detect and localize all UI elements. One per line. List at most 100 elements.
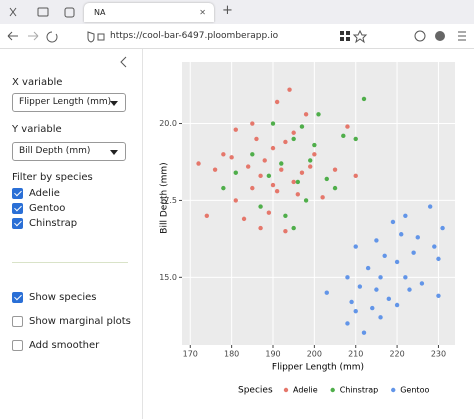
point [345, 124, 350, 129]
point [312, 142, 317, 148]
tab-bar: NA ✕ + [0, 0, 474, 24]
sidebar: X variable Flipper Length (mm) Y variabl… [0, 49, 143, 419]
checkbox-label: Chinstrap [29, 218, 78, 229]
point [332, 167, 338, 172]
legend-label: Chinstrap [340, 386, 379, 395]
checkbox-row[interactable]: Add smoother [12, 340, 131, 351]
point [233, 127, 238, 132]
point [353, 173, 358, 179]
x-tick-label: 220 [389, 350, 404, 359]
point [353, 308, 358, 314]
checkbox-label: Add smoother [29, 340, 100, 351]
x-axis-label: Flipper Length (mm) [272, 363, 364, 373]
checkbox[interactable] [12, 218, 23, 229]
point [258, 204, 263, 209]
point [270, 121, 276, 126]
point [250, 152, 255, 157]
y-variable-select[interactable]: Bill Depth (mm) [12, 142, 126, 161]
checkbox-row[interactable]: Gentoo [12, 203, 77, 214]
url[interactable]: https://cool-bar-6497.ploomberapp.io [110, 31, 279, 41]
point [361, 96, 367, 102]
checkbox[interactable] [12, 316, 23, 327]
checkbox[interactable] [12, 292, 23, 303]
point [291, 136, 296, 142]
x-tick-label: 230 [431, 350, 446, 359]
checkbox[interactable] [12, 188, 23, 199]
point [233, 198, 238, 203]
tab-title: NA [94, 8, 106, 17]
y-axis-label: Bill Depth (mm) [160, 162, 170, 233]
x-tick-label: 190 [265, 350, 280, 359]
point [250, 121, 255, 126]
point [316, 112, 321, 117]
point [221, 185, 226, 191]
point [341, 133, 346, 139]
point [274, 188, 280, 194]
point [374, 287, 379, 292]
point [291, 179, 296, 185]
point [204, 213, 210, 219]
point [419, 281, 425, 286]
x-tick-label: 200 [307, 350, 322, 359]
y-variable-label: Y variable [12, 124, 62, 135]
point [374, 238, 379, 243]
point [378, 315, 383, 320]
point [283, 228, 288, 234]
point [279, 167, 284, 172]
window-icons [9, 7, 75, 18]
species-filter: Adelie Gentoo Chinstrap [12, 188, 77, 233]
collapse-icon[interactable] [118, 55, 130, 69]
new-tab[interactable]: + [222, 3, 233, 18]
point [361, 330, 367, 335]
checkbox-label: Adelie [29, 188, 60, 199]
legend-label: Adelie [293, 386, 318, 395]
x-tick-label: 170 [183, 350, 198, 359]
checkbox-label: Show marginal plots [29, 316, 131, 327]
point [312, 152, 317, 157]
point [386, 296, 392, 302]
checkbox-row[interactable]: Adelie [12, 188, 77, 199]
point [345, 275, 350, 280]
point [399, 232, 404, 237]
point [432, 244, 437, 249]
browser-tab[interactable]: NA ✕ [84, 3, 214, 22]
point [258, 173, 263, 179]
legend-marker [391, 387, 396, 393]
point [357, 284, 363, 289]
checkbox[interactable] [12, 203, 23, 214]
checkbox-row[interactable]: Show marginal plots [12, 316, 131, 327]
point [436, 256, 441, 262]
point [394, 259, 400, 265]
point [324, 176, 329, 182]
legend-marker [283, 387, 289, 393]
point [291, 225, 296, 231]
point [262, 158, 267, 163]
point [427, 204, 433, 209]
point [394, 302, 400, 308]
x-variable-select[interactable]: Flipper Length (mm) [12, 93, 126, 112]
point [349, 299, 354, 305]
point [390, 219, 396, 225]
point [221, 152, 226, 157]
point [303, 198, 309, 203]
plot-panel [182, 62, 455, 345]
point [233, 170, 238, 175]
point [353, 136, 358, 142]
point [382, 253, 387, 258]
checkbox[interactable] [12, 340, 23, 351]
point [283, 213, 288, 219]
y-tick-label: 15.0 [159, 273, 177, 282]
checkbox-label: Show species [29, 292, 97, 303]
legend-marker [330, 387, 335, 393]
point [274, 99, 280, 105]
legend-label: Gentoo [400, 386, 429, 395]
url-bar: https://cool-bar-6497.ploomberapp.io [0, 24, 474, 49]
point [303, 112, 309, 117]
checkbox-row[interactable]: Chinstrap [12, 218, 77, 229]
point [440, 225, 445, 231]
point [320, 195, 325, 200]
divider [12, 262, 128, 263]
filter-label: Filter by species [12, 172, 93, 183]
checkbox-row[interactable]: Show species [12, 292, 131, 303]
